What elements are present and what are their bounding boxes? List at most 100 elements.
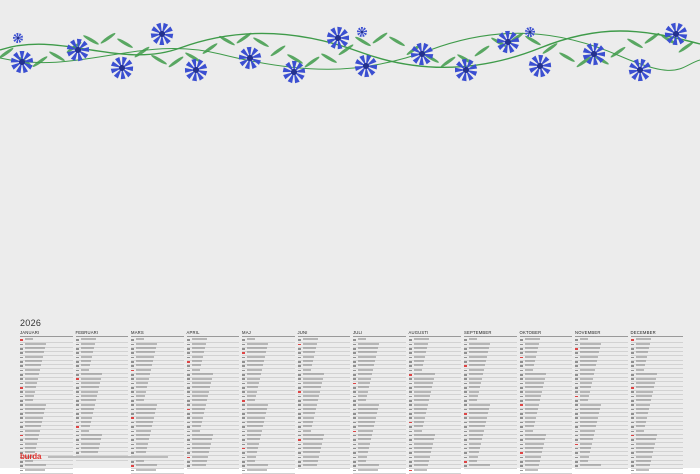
day-row [186, 442, 239, 448]
day-row [20, 403, 73, 409]
day-row [353, 451, 406, 457]
day-row [20, 377, 73, 383]
day-row [297, 394, 350, 400]
day-row [186, 368, 239, 374]
day-row [20, 438, 73, 444]
day-row [242, 386, 295, 392]
month-column: JANUARI [20, 330, 76, 474]
day-row [519, 364, 572, 370]
day-row [464, 451, 517, 457]
day-row [408, 429, 461, 435]
day-row [464, 338, 517, 344]
day-row [186, 425, 239, 431]
day-row [20, 455, 73, 461]
day-row [131, 433, 184, 439]
day-row [630, 407, 683, 413]
day-row [186, 399, 239, 405]
day-row [630, 342, 683, 348]
day-row [630, 338, 683, 344]
day-row [20, 468, 73, 474]
day-row [242, 355, 295, 361]
day-row [353, 433, 406, 439]
day-row [75, 416, 128, 422]
day-row [242, 390, 295, 396]
day-row [242, 412, 295, 418]
day-row [20, 338, 73, 344]
day-row [353, 412, 406, 418]
day-row [75, 355, 128, 361]
day-row [186, 433, 239, 439]
day-row [408, 373, 461, 379]
day-row [408, 377, 461, 383]
day-row [519, 416, 572, 422]
day-row [519, 338, 572, 344]
day-row [186, 351, 239, 357]
day-row [20, 351, 73, 357]
day-row [297, 347, 350, 353]
day-row [20, 425, 73, 431]
day-row [575, 338, 628, 344]
day-row [186, 438, 239, 444]
day-row [242, 351, 295, 357]
day-row [131, 407, 184, 413]
day-row [408, 451, 461, 457]
day-row [519, 381, 572, 387]
month-name: AUGUSTI [408, 330, 461, 337]
day-row [242, 373, 295, 379]
day-row [408, 338, 461, 344]
day-row [297, 451, 350, 457]
day-row [131, 390, 184, 396]
day-row [464, 455, 517, 461]
day-row [464, 373, 517, 379]
day-row [464, 368, 517, 374]
day-row [408, 342, 461, 348]
day-row [408, 416, 461, 422]
day-row [408, 412, 461, 418]
day-row [630, 420, 683, 426]
day-row [575, 381, 628, 387]
day-row [242, 407, 295, 413]
day-row [464, 360, 517, 366]
day-row [408, 360, 461, 366]
day-row [519, 407, 572, 413]
day-row [131, 399, 184, 405]
day-row [131, 420, 184, 426]
day-row [575, 373, 628, 379]
day-row [353, 442, 406, 448]
day-row [20, 360, 73, 366]
day-row [131, 381, 184, 387]
day-row [20, 381, 73, 387]
day-row [131, 386, 184, 392]
day-row [131, 351, 184, 357]
day-row [464, 342, 517, 348]
month-column: MAJ [242, 330, 298, 474]
day-row [242, 342, 295, 348]
day-row [519, 429, 572, 435]
day-row [464, 394, 517, 400]
day-row [464, 386, 517, 392]
day-row [353, 347, 406, 353]
day-row [630, 368, 683, 374]
day-row [131, 416, 184, 422]
day-row [131, 394, 184, 400]
day-row [519, 455, 572, 461]
day-row [630, 381, 683, 387]
day-row [353, 416, 406, 422]
day-row [297, 364, 350, 370]
day-row [131, 429, 184, 435]
day-row [464, 433, 517, 439]
day-row [297, 460, 350, 465]
day-row [408, 403, 461, 409]
day-row [575, 460, 628, 465]
day-row [630, 451, 683, 457]
day-row [242, 416, 295, 422]
day-row [353, 394, 406, 400]
day-row [353, 360, 406, 366]
day-row [186, 377, 239, 383]
day-row [75, 368, 128, 374]
day-row [575, 347, 628, 353]
day-row [353, 420, 406, 426]
day-row [131, 355, 184, 361]
day-row [575, 368, 628, 374]
day-row [408, 364, 461, 370]
